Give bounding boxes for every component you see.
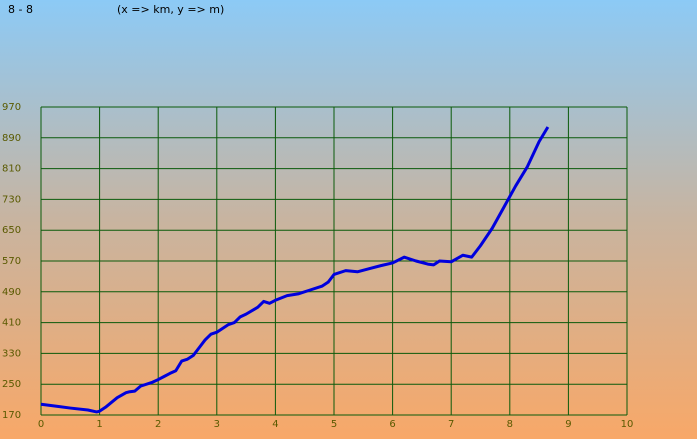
x-tick-label: 0	[38, 419, 44, 430]
y-tick-label: 730	[2, 194, 21, 205]
chart-title: 8 - 8	[8, 3, 33, 16]
x-tick-label: 9	[565, 419, 571, 430]
y-tick-label: 970	[2, 102, 21, 113]
y-tick-label: 410	[2, 318, 21, 329]
y-tick-label: 330	[2, 348, 21, 359]
y-tick-label: 810	[2, 164, 21, 175]
x-tick-label: 4	[272, 419, 278, 430]
y-tick-label: 890	[2, 133, 21, 144]
y-tick-label: 490	[2, 287, 21, 298]
y-tick-label: 170	[2, 410, 21, 421]
x-tick-label: 1	[96, 419, 102, 430]
elevation-line	[40, 126, 550, 414]
y-tick-label: 650	[2, 225, 21, 236]
y-tick-label: 250	[2, 379, 21, 390]
x-tick-label: 3	[214, 419, 220, 430]
chart-subtitle: (x => km, y => m)	[117, 3, 224, 16]
x-tick-label: 8	[507, 419, 513, 430]
x-tick-label: 10	[621, 419, 634, 430]
y-tick-label: 570	[2, 256, 21, 267]
x-tick-label: 5	[331, 419, 337, 430]
x-tick-label: 6	[389, 419, 395, 430]
x-tick-label: 2	[155, 419, 161, 430]
x-tick-label: 7	[448, 419, 454, 430]
